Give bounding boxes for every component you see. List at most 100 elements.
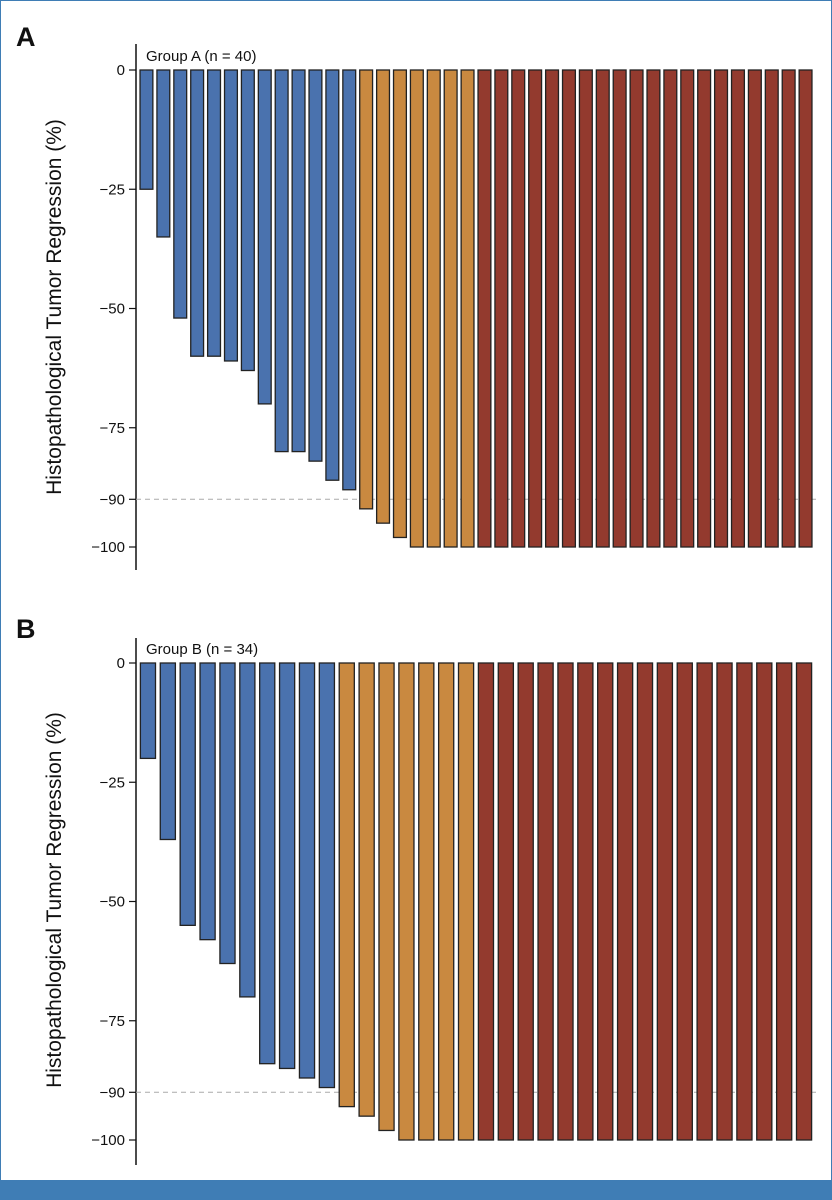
bar-b-31 [736,662,753,1141]
bar-a-27 [578,69,593,548]
bar-a-33 [680,69,695,548]
bar-b-2 [159,662,177,841]
bar-b-22 [557,662,574,1141]
bar-b-34 [795,662,813,1141]
bar-a-6 [223,69,239,362]
bar-a-36 [730,69,746,548]
panel-a: A Histopathological Tumor Regression (%)… [16,22,818,570]
y-tick-label-b-5: −100 [91,1132,125,1149]
bar-a-9 [274,69,289,453]
y-ticks-a: 0 −25 −50 −75 −90 −100 [91,62,136,556]
bar-a-13 [342,69,357,491]
bar-b-16 [437,662,455,1141]
bar-b-29 [696,662,713,1141]
panel-b: B Histopathological Tumor Regression (%)… [16,614,818,1165]
bar-b-11 [338,662,355,1108]
bar-b-23 [577,662,594,1141]
bar-a-38 [764,69,779,548]
bar-a-22 [494,69,509,548]
bar-b-33 [775,662,793,1141]
y-axis-label-a: Histopathological Tumor Regression (%) [43,119,66,495]
group-label-a: Group A (n = 40) [146,48,257,65]
bar-a-3 [173,69,188,319]
bar-b-14 [398,662,415,1141]
y-tick-label-b-1: −25 [100,774,125,791]
bar-a-35 [713,69,729,548]
y-tick-label-a-3: −75 [100,420,125,437]
bar-b-24 [597,662,614,1141]
bar-a-12 [325,69,340,481]
bar-b-28 [676,662,693,1141]
bar-b-1 [139,662,157,760]
bar-b-5 [219,662,236,965]
bar-a-5 [206,69,222,357]
bar-b-26 [636,662,654,1141]
bar-a-1 [139,69,154,190]
y-tick-label-a-2: −50 [100,301,125,318]
bar-a-29 [612,69,627,548]
bar-b-25 [616,662,634,1141]
y-tick-label-b-0: 0 [117,655,125,672]
bar-b-3 [179,662,196,927]
bar-a-31 [646,69,661,548]
y-tick-label-a-1: −25 [100,181,125,198]
panel-letter-b: B [16,614,36,644]
y-ticks-b: 0 −25 −50 −75 −90 −100 [91,655,136,1149]
bar-b-18 [477,662,495,1141]
y-tick-label-a-0: 0 [117,62,125,79]
bar-b-27 [656,662,674,1141]
bar-a-25 [544,69,560,548]
bar-b-8 [278,662,296,1070]
bar-b-32 [756,662,773,1141]
bar-a-20 [460,69,475,548]
y-tick-label-b-3: −75 [100,1013,125,1030]
bar-a-7 [240,69,255,372]
bar-b-20 [517,662,534,1141]
bar-a-39 [781,69,796,548]
bar-b-17 [457,662,475,1141]
bar-a-16 [392,69,408,539]
bar-a-14 [359,69,374,510]
bar-a-40 [798,69,813,548]
y-tick-label-a-4: −90 [100,491,125,508]
bar-a-26 [561,69,577,548]
bar-a-11 [308,69,323,462]
bars-b [139,662,813,1141]
bar-a-4 [190,69,205,357]
y-tick-label-b-4: −90 [100,1084,125,1101]
bar-a-10 [291,69,306,453]
bar-b-6 [239,662,256,998]
y-tick-label-b-2: −50 [100,894,125,911]
bar-b-15 [418,662,435,1141]
bar-a-18 [426,69,441,548]
bar-a-15 [375,69,391,524]
bar-a-37 [747,69,762,548]
bar-b-10 [318,662,336,1089]
bar-b-21 [537,662,554,1141]
bar-b-7 [259,662,276,1065]
bar-b-12 [358,662,375,1117]
bar-b-4 [199,662,216,941]
bars-a [139,69,813,548]
bar-a-8 [257,69,272,405]
y-axis-label-b: Histopathological Tumor Regression (%) [43,712,66,1088]
bar-a-34 [697,69,712,548]
bar-a-32 [663,69,678,548]
bar-a-19 [443,69,458,548]
bar-a-17 [409,69,424,548]
bar-a-23 [511,69,526,548]
bar-a-30 [629,69,644,548]
bar-a-21 [477,69,492,548]
bar-b-19 [497,662,515,1141]
bar-b-30 [716,662,733,1141]
bar-b-13 [378,662,395,1132]
panel-letter-a: A [16,22,36,52]
bottom-accent-band [0,1180,832,1200]
y-tick-label-a-5: −100 [91,539,125,556]
bar-a-2 [156,69,171,238]
bar-a-24 [528,69,543,548]
bar-b-9 [298,662,316,1079]
bar-a-28 [595,69,610,548]
group-label-b: Group B (n = 34) [146,641,258,658]
